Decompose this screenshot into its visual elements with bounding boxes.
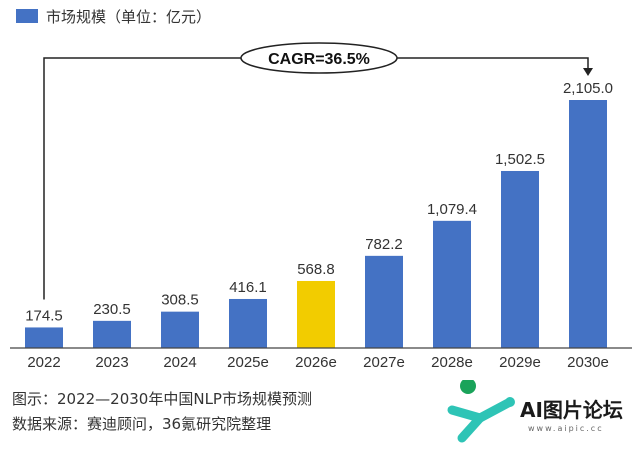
bar-2024 <box>161 311 199 348</box>
figure-caption: 图示：2022—2030年中国NLP市场规模预测 <box>12 390 312 408</box>
x-tick-2027e: 2027e <box>363 354 405 371</box>
watermark-url: www.aipic.cc <box>528 424 604 433</box>
cagr-arrow-head <box>583 68 593 76</box>
x-tick-2028e: 2028e <box>431 354 473 371</box>
bar-2027e <box>365 255 403 348</box>
value-label-2029e: 1,502.5 <box>495 151 545 168</box>
bar-2022 <box>25 327 63 348</box>
bar-2023 <box>93 320 131 348</box>
market-size-bar-chart: 市场规模（单位：亿元） CAGR=36.5% 174.5 230.5 308.5 41… <box>10 8 632 371</box>
watermark-logo-icon <box>447 378 515 443</box>
value-label-2025e: 416.1 <box>229 279 267 296</box>
bar-2025e <box>229 298 267 348</box>
value-label-2027e: 782.2 <box>365 236 403 253</box>
value-label-2026e: 568.8 <box>297 261 335 278</box>
cagr-label: CAGR=36.5% <box>268 51 370 68</box>
source-note: 数据来源：赛迪顾问，36氪研究院整理 <box>12 415 272 433</box>
x-tick-2026e: 2026e <box>295 354 337 371</box>
x-tick-2022: 2022 <box>27 354 60 371</box>
bars-group <box>25 100 607 348</box>
x-tick-2029e: 2029e <box>499 354 541 371</box>
x-tick-2023: 2023 <box>95 354 128 371</box>
value-label-2022: 174.5 <box>25 307 63 324</box>
bar-2026e <box>297 280 335 348</box>
watermark-text: AI图片论坛 <box>520 398 623 422</box>
bar-2028e <box>433 220 471 348</box>
x-tick-labels-group: 2022 2023 2024 2025e 2026e 2027e 2028e 2029e 203… <box>27 354 609 371</box>
cagr-ellipse <box>240 42 398 74</box>
bar-2030e <box>569 100 607 348</box>
value-label-2028e: 1,079.4 <box>427 201 477 218</box>
legend-swatch <box>16 9 38 23</box>
value-label-2023: 230.5 <box>93 301 131 318</box>
x-tick-2024: 2024 <box>163 354 196 371</box>
watermark-logo: AI图片论坛 www.aipic.cc <box>440 378 640 448</box>
value-label-2024: 308.5 <box>161 292 199 309</box>
value-labels-group: 174.5 230.5 308.5 416.1 568.8 782.2 1,079.4 1,5… <box>25 80 613 324</box>
legend-label: 市场规模（单位：亿元） <box>46 8 211 26</box>
x-tick-2025e: 2025e <box>227 354 269 371</box>
x-tick-2030e: 2030e <box>567 354 609 371</box>
value-label-2030e: 2,105.0 <box>563 80 613 97</box>
bar-2029e <box>501 170 539 348</box>
